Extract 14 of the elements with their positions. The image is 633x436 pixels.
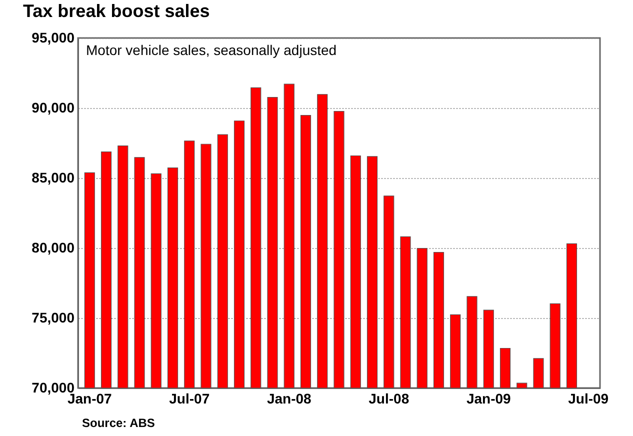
y-tick-label: 70,000 — [32, 380, 75, 396]
x-tick-label: Jan-09 — [466, 390, 512, 406]
y-tick-label: 85,000 — [32, 170, 75, 186]
y-tick-label: 90,000 — [32, 100, 75, 116]
x-tick-label: Jul-09 — [568, 390, 609, 406]
chart-title: Tax break boost sales — [23, 1, 210, 21]
x-tick-label: Jan-08 — [266, 390, 312, 406]
source-note: Source: ABS — [82, 416, 155, 430]
y-tick-label: 95,000 — [32, 30, 75, 46]
x-tick-label: Jul-07 — [169, 390, 210, 406]
chart-subtitle: Motor vehicle sales, seasonally adjusted — [86, 42, 337, 58]
y-tick-label: 75,000 — [32, 310, 75, 326]
x-tick-label: Jul-08 — [368, 390, 410, 406]
y-tick-label: 80,000 — [32, 240, 75, 256]
